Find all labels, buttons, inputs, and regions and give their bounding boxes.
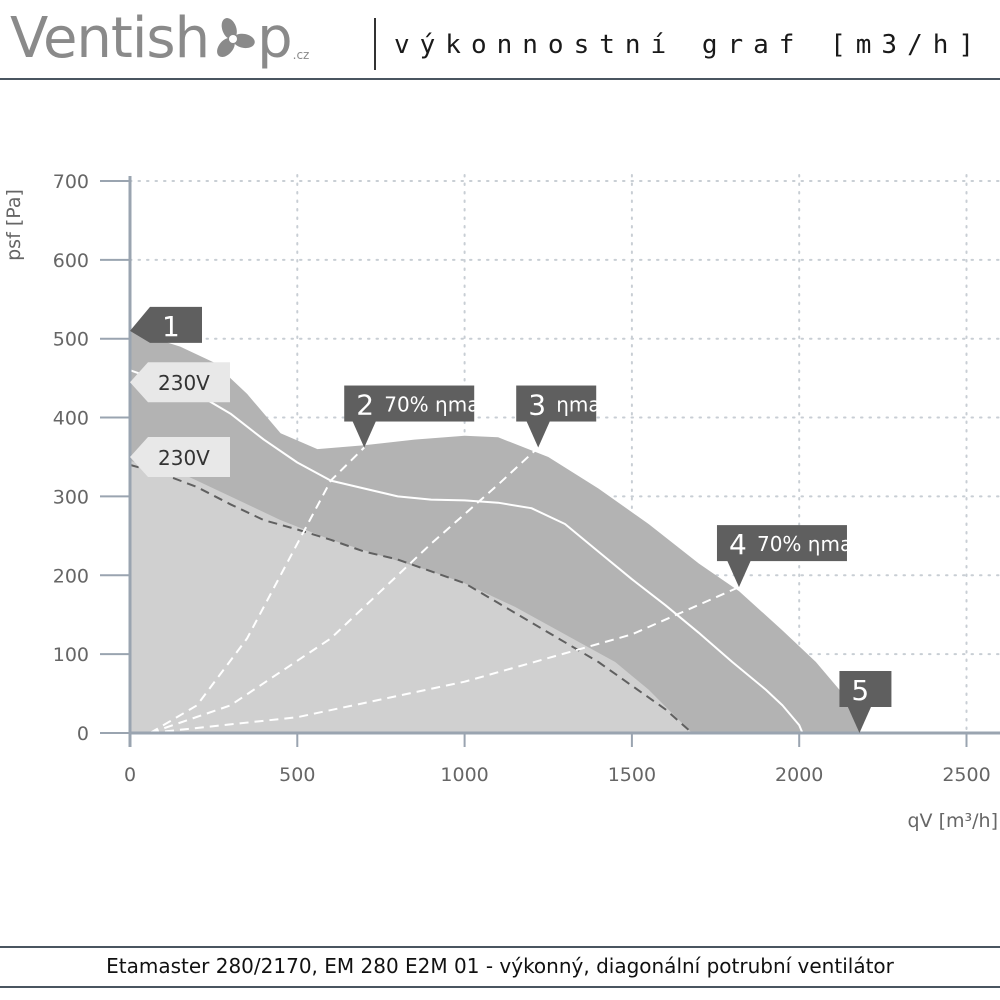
voltage-label-1: 230V [130, 362, 230, 403]
marker-number: 1 [162, 310, 180, 343]
x-tick-label: 500 [279, 764, 315, 786]
marker-box [716, 525, 847, 562]
logo-tld: .cz [292, 48, 310, 62]
marker-box [344, 385, 475, 422]
header-divider [374, 18, 376, 70]
product-name: Etamaster 280/2170, EM 280 E2M 01 - výko… [106, 954, 894, 978]
marker-3: 3 ηmax [516, 385, 613, 448]
marker-5: 5 [839, 671, 892, 733]
marker-box [130, 306, 202, 343]
marker-number: 3 [528, 389, 546, 422]
marker-box [516, 385, 597, 422]
x-tick-label: 0 [124, 764, 136, 786]
x-tick-label: 1000 [440, 764, 488, 786]
voltage-label-2: 230V [130, 436, 230, 477]
y-tick-label: 100 [53, 644, 89, 666]
y-tick-label: 700 [53, 171, 89, 193]
regions [130, 330, 860, 733]
marker-label: ηmax [556, 393, 612, 417]
marker-label: 70% ηmax [384, 393, 491, 417]
page-header: Ventish p .cz výkonnostní graf [m3/h] [0, 0, 1000, 80]
x-axis-label: qV [m³/h] [908, 810, 999, 832]
x-tick-label: 1500 [608, 764, 656, 786]
x-tick-label: 2000 [775, 764, 823, 786]
y-tick-label: 300 [53, 486, 89, 508]
marker-box [839, 671, 892, 707]
region-min [130, 460, 693, 733]
y-tick-label: 200 [53, 565, 89, 587]
marker-number: 4 [729, 528, 747, 561]
marker-1: 1 [130, 306, 202, 343]
y-axis-label: psf [Pa] [3, 189, 25, 261]
series-line-3 [149, 446, 365, 734]
marker-2: 2 70% ηmax [344, 385, 491, 448]
y-tick-label: 500 [53, 329, 89, 351]
ventishop-logo[interactable]: Ventish p .cz [10, 4, 309, 74]
voltage-text: 230V [158, 371, 210, 395]
marker-label: 70% ηmax [757, 532, 864, 556]
markers: 1 2 70% ηmax 3 ηmax 4 70% ηmax 5 230V 230V [130, 306, 892, 733]
x-tick-label: 2500 [942, 764, 990, 786]
logo-text: Ventish [10, 6, 210, 71]
marker-pointer [526, 420, 551, 448]
y-tick-label: 600 [53, 250, 89, 272]
marker-number: 5 [851, 674, 869, 707]
voltage-tag [130, 436, 230, 477]
page-title: výkonnostní graf [m3/h] [394, 30, 985, 60]
series-line-1 [129, 369, 804, 734]
series-line-4 [149, 446, 539, 734]
fan-icon [217, 18, 255, 57]
page-footer: Etamaster 280/2170, EM 280 E2M 01 - výko… [0, 946, 1000, 988]
voltage-tag [130, 362, 230, 403]
voltage-text: 230V [158, 446, 210, 470]
marker-pointer [352, 420, 377, 448]
marker-pointer [847, 706, 872, 733]
y-tick-label: 0 [77, 723, 89, 745]
logo-text-end: p [257, 6, 293, 71]
marker-pointer [726, 560, 751, 588]
y-tick-label: 400 [53, 408, 89, 430]
series-line-5 [149, 586, 740, 734]
series-line-2 [129, 463, 693, 734]
marker-4: 4 70% ηmax [716, 525, 864, 588]
marker-number: 2 [356, 389, 374, 422]
